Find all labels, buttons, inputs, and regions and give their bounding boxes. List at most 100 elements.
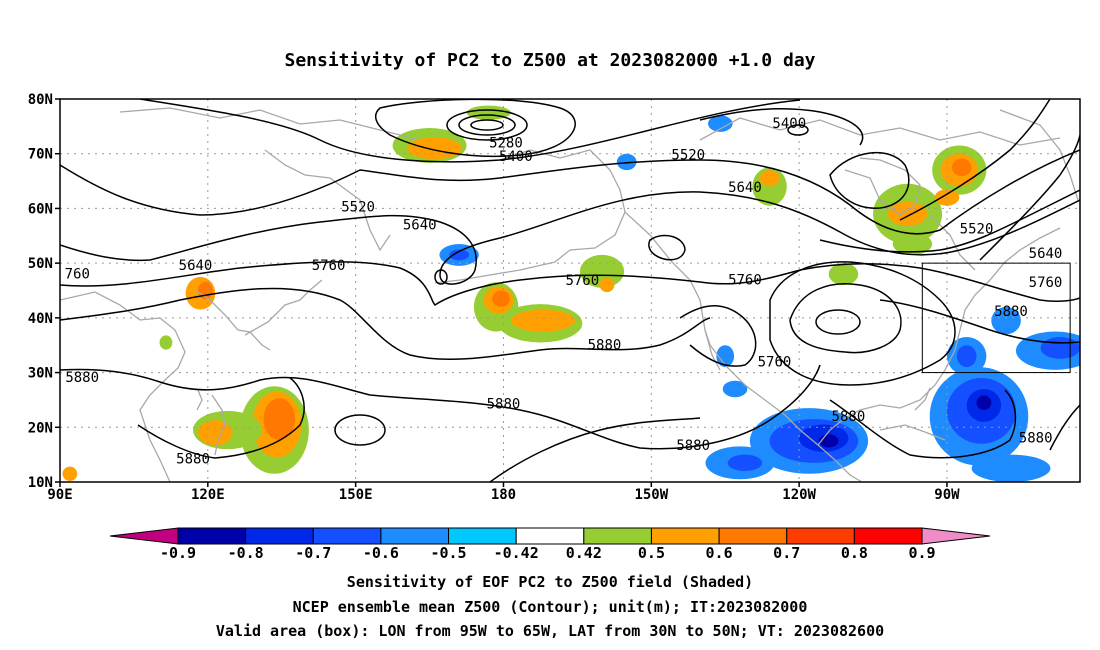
colorbar-label: 0.6 [706,544,733,562]
lat-tick-label: 20N [28,420,53,436]
sensitivity-patch-44 [976,395,992,410]
colorbar-label: 0.7 [773,544,800,562]
contour-label: 5880 [1019,431,1053,447]
sensitivity-patch-16 [510,309,575,332]
colorbar-label: -0.8 [228,544,264,562]
lat-tick-label: 80N [28,92,53,108]
contour-5880-south [60,364,821,450]
lon-tick-label: 180 [491,487,516,503]
contour-5880-eastus-inner [815,309,861,335]
sensitivity-patch-40 [727,454,763,472]
colorbar-label: 0.9 [908,544,935,562]
colorbar-label: -0.6 [363,544,399,562]
sensitivity-patch-10 [407,137,462,160]
sensitivity-patch-30 [951,158,972,177]
coastline-na-east [954,227,1061,351]
lat-tick-label: 30N [28,366,53,382]
coastline-central-america [817,444,863,482]
colorbar-swatch [380,527,450,545]
coastline-florida [914,387,931,411]
contour-label: 5640 [728,180,762,196]
z500-contours [60,99,1080,482]
colorbar-swatch [786,527,855,545]
map-frame [59,98,1081,483]
colorbar-label: -0.5 [430,544,466,562]
contour-label: 760 [65,267,90,283]
coastline-aleutians [434,261,556,284]
sensitivity-patch-50 [971,454,1051,482]
coastline-cuba [879,424,946,441]
map-title: Sensitivity of PC2 to Z500 at 2023082000… [284,50,816,71]
contour-label: 5640 [179,258,213,274]
colorbar-label: 0.5 [638,544,665,562]
colorbar-swatch [853,527,923,545]
colorbar-label: -0.9 [160,544,196,562]
sensitivity-patch-49 [1040,337,1080,359]
contour-label: 5880 [676,438,710,454]
contour-label: 5400 [499,149,533,165]
sensitivity-patch-27 [892,233,933,255]
graticule [60,99,1080,482]
colorbar-label: -0.42 [494,544,539,562]
sensitivity-patch-14 [492,290,510,307]
contour-5880-eastus [789,283,902,354]
contour-5880-gulf [829,389,1017,459]
coastline-greenland [999,109,1079,201]
contour-label: 5520 [960,222,994,238]
contour-5520-main [60,149,1080,235]
lon-tick-label: 120W [782,487,816,503]
sensitivity-patch-19 [616,153,637,171]
contour-5280-inner-2 [470,119,504,131]
footer-line-3: Valid area (box): LON from 95W to 65W, L… [215,622,885,640]
contour-label: 5880 [65,370,99,386]
contour-label: 5520 [671,147,705,163]
coastline-philippines [211,394,226,456]
contour-label: 5880 [832,409,866,425]
coastline-japan [244,279,323,336]
sensitivity-patch-5 [263,398,296,440]
coastline-arctic-canada [699,117,1061,146]
contour-5280-inner-1 [458,114,516,136]
contour-5640-trough-ring [648,234,686,261]
contour-label: 5760 [758,355,792,371]
sensitivity-patch-26 [887,201,928,226]
colorbar-swatch [448,527,517,545]
sensitivity-patch-34 [722,380,748,398]
footer-line-2: NCEP ensemble mean Z500 (Contour); unit(… [292,598,808,616]
contour-label: 5640 [1029,246,1063,262]
lon-tick-label: 150W [634,487,668,503]
lat-tick-label: 40N [28,311,53,327]
coastline-korea-japan [194,289,271,351]
coastline-alaska [499,149,626,263]
contour-label: 5640 [403,217,437,233]
contour-5280-low [446,109,528,141]
coastline-siberia-north [119,107,421,141]
lat-tick-label: 10N [28,475,53,491]
contour-label: 5880 [176,452,210,468]
sensitivity-patch-2 [159,335,173,350]
coastline-mexico-gulf [817,349,956,446]
coastline-na-west [624,211,819,446]
sensitivity-patch-33 [716,345,735,368]
contour-5760-small-ring [434,269,448,285]
coastline-baja [704,329,721,371]
contour-label: 5760 [565,273,599,289]
lon-tick-label: 90E [47,487,72,503]
sensitivity-patch-22 [449,249,469,261]
contour-5400-polar [139,99,801,163]
colorbar-min-arrow [109,527,179,545]
sensitivity-shading [62,105,1080,482]
contour-label: 5880 [588,338,622,354]
colorbar: -0.9 -0.8 -0.7 -0.6 -0.5 -0.42 0.42 0.5 0.6 0.7 0.… [109,527,991,562]
contour-5880-seasia [137,377,305,459]
contour-label: 5280 [489,135,523,151]
colorbar-swatch [515,527,585,545]
sensitivity-patch-32 [828,263,859,286]
colorbar-swatch [245,527,314,545]
contour-label: 5400 [772,116,806,132]
coastline-labrador [929,214,976,271]
contour-5760-eastus-low [769,261,956,386]
contour-5880-far-east [1049,404,1080,451]
lat-tick-label: 60N [28,201,53,217]
